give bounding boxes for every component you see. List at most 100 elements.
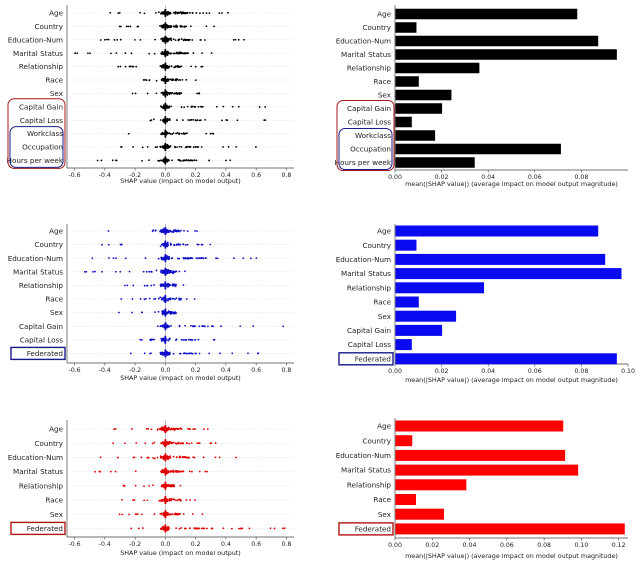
mid-beeswarm-shap-point <box>159 229 162 232</box>
mid-beeswarm-shap-point <box>149 352 151 355</box>
bot-beeswarm-shap-point <box>203 428 205 430</box>
bot-beeswarm-shap-point <box>185 442 188 444</box>
top-beeswarm-shap-point <box>107 38 110 41</box>
top-beeswarm-shap-point <box>162 64 164 67</box>
top-beeswarm-shap-point <box>74 52 77 54</box>
top-beeswarm-shap-point <box>196 119 199 122</box>
top-beeswarm-shap-point <box>169 132 172 135</box>
top-beeswarm-shap-point <box>175 26 178 29</box>
top-bar-bar-capital-gain <box>395 103 443 114</box>
mid-beeswarm-shap-point <box>165 326 168 329</box>
bot-beeswarm-x-tick-label: -0.6 <box>69 541 81 548</box>
bot-beeswarm-shap-point <box>179 499 182 502</box>
bot-beeswarm-shap-point <box>168 427 171 430</box>
top-beeswarm-shap-point <box>171 159 173 162</box>
mid-beeswarm-shap-point <box>168 283 170 286</box>
bot-beeswarm-shap-point <box>192 428 195 431</box>
mid-beeswarm-highlight-box <box>10 346 66 361</box>
top-beeswarm-shap-point <box>143 12 146 15</box>
top-bar-bar-marital-status <box>395 49 617 60</box>
mid-bar-feature-label: Capital Gain <box>347 326 391 335</box>
bot-beeswarm-shap-point <box>173 485 176 488</box>
mid-bar-bar-race <box>395 296 419 308</box>
mid-beeswarm-shap-point <box>143 298 146 301</box>
top-beeswarm-shap-point <box>168 118 171 120</box>
bot-beeswarm-shap-point <box>156 429 159 431</box>
bot-beeswarm-x-tick-label: 0.0 <box>160 541 170 548</box>
top-beeswarm-shap-point <box>187 119 190 121</box>
top-beeswarm-shap-point <box>181 119 184 121</box>
top-beeswarm-shap-point <box>174 11 177 13</box>
mid-beeswarm-x-tick-label: -0.6 <box>69 367 81 374</box>
top-beeswarm-zero-cluster <box>164 156 167 165</box>
mid-beeswarm-panel: -0.6 -0.4 -0.2 0.0 0.2 0.4 0.6 0.8 SHAP value (i… <box>8 224 294 382</box>
mid-bar-x-tick-label: 0.02 <box>435 368 449 375</box>
bot-beeswarm-shap-point <box>177 442 179 445</box>
bot-beeswarm-feature-label: Education-Num <box>8 453 63 462</box>
bot-beeswarm-shap-point <box>152 484 154 487</box>
mid-bar-bar-sex <box>395 310 457 322</box>
mid-beeswarm-shap-point <box>176 243 179 246</box>
bot-bar-bar-marital-status <box>395 464 579 476</box>
bot-beeswarm-shap-point <box>197 442 200 445</box>
bot-beeswarm-shap-point <box>273 527 276 530</box>
bot-beeswarm-shap-point <box>178 442 181 444</box>
top-bar-feature-label: Capital Gain <box>347 104 391 113</box>
top-beeswarm-shap-point <box>139 11 142 14</box>
top-beeswarm-shap-point <box>189 159 192 162</box>
mid-beeswarm-shap-point <box>186 230 189 233</box>
top-bar-bar-age <box>395 8 578 20</box>
mid-beeswarm-shap-point <box>188 352 190 355</box>
mid-beeswarm-shap-point <box>157 297 160 300</box>
mid-bar-bar-federated <box>395 353 617 365</box>
mid-beeswarm-shap-point <box>187 338 190 341</box>
mid-beeswarm-shap-point <box>159 284 162 286</box>
bot-beeswarm-shap-point <box>194 527 196 530</box>
top-beeswarm-shap-point <box>127 25 130 28</box>
bot-beeswarm-shap-point <box>168 513 171 516</box>
bot-beeswarm-shap-point <box>99 456 102 459</box>
bot-beeswarm-shap-point <box>141 527 144 529</box>
top-beeswarm-shap-point <box>186 145 189 148</box>
top-beeswarm-shap-point <box>162 158 165 161</box>
top-beeswarm-shap-point <box>218 12 221 15</box>
bot-beeswarm-shap-point <box>159 513 162 515</box>
top-beeswarm-shap-point <box>118 11 121 14</box>
bot-beeswarm-shap-point <box>130 428 133 430</box>
top-beeswarm-shap-point <box>175 119 178 121</box>
mid-bar-bar-age <box>395 225 599 237</box>
bot-beeswarm-shap-point <box>166 456 169 459</box>
bot-beeswarm-shap-point <box>162 499 165 501</box>
bot-beeswarm-shap-point <box>180 527 182 529</box>
bot-beeswarm-shap-point <box>162 443 165 446</box>
bot-beeswarm-shap-point <box>178 498 180 501</box>
top-beeswarm-shap-point <box>199 39 202 41</box>
mid-beeswarm-shap-point <box>179 229 182 232</box>
mid-beeswarm-shap-point <box>160 258 163 261</box>
top-beeswarm-shap-point <box>111 159 114 162</box>
top-beeswarm-shap-point <box>162 53 165 56</box>
top-beeswarm-shap-point <box>176 146 179 149</box>
top-beeswarm-shap-point <box>156 146 159 148</box>
top-beeswarm-shap-point <box>175 24 178 27</box>
bot-beeswarm-shap-point <box>160 528 163 530</box>
top-bar-bar-occupation <box>395 143 561 155</box>
top-beeswarm-x-tick-label: -0.2 <box>129 172 141 179</box>
mid-beeswarm-shap-point <box>162 244 165 247</box>
top-beeswarm-shap-point <box>148 159 150 162</box>
top-beeswarm-highlight-outer <box>7 98 66 169</box>
mid-beeswarm-shap-point <box>184 338 187 341</box>
top-beeswarm-shap-point <box>146 145 149 148</box>
bot-bar-x-tick-label: 0.08 <box>537 542 551 549</box>
bot-beeswarm-shap-point <box>162 456 165 459</box>
bot-beeswarm-shap-point <box>143 499 146 502</box>
bot-beeswarm-shap-point <box>147 427 150 430</box>
mid-bar-feature-label: Age <box>377 227 391 236</box>
top-beeswarm-feature-label: Hours per week <box>7 156 64 165</box>
top-beeswarm-x-axis-label: SHAP value (impact on model output) <box>120 177 241 185</box>
mid-beeswarm-shap-point <box>140 339 143 341</box>
top-beeswarm-zero-cluster <box>164 102 167 111</box>
mid-beeswarm-shap-point <box>200 257 203 259</box>
mid-beeswarm-shap-point <box>205 257 207 259</box>
